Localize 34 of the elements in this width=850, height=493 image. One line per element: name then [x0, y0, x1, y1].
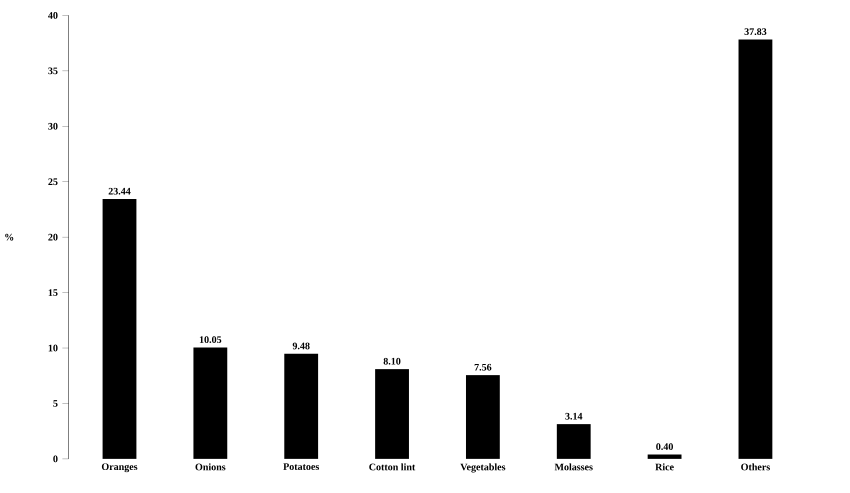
y-axis-title: % — [5, 234, 14, 240]
x-tick-label: Rice — [655, 463, 674, 470]
y-tick-label: 15 — [48, 289, 58, 296]
bar — [375, 368, 409, 459]
bar — [648, 454, 682, 459]
data-label: 37.83 — [744, 28, 766, 35]
y-tick-label: 5 — [53, 400, 58, 407]
y-tick-label: 0 — [53, 455, 58, 462]
data-label: 9.48 — [292, 342, 310, 350]
x-tick-label: Vegetables — [460, 463, 506, 472]
data-label: 23.44 — [108, 188, 131, 194]
y-tick-label: 40 — [48, 12, 58, 19]
bar — [738, 39, 772, 459]
data-label: 10.05 — [200, 336, 222, 343]
x-tick-label: Cotton lint — [369, 463, 416, 470]
x-tick-label: Molasses — [554, 463, 593, 470]
y-tick-label: 30 — [48, 122, 58, 130]
y-tick-label: 10 — [48, 344, 58, 352]
data-label: 7.56 — [474, 364, 492, 371]
data-label: 0.40 — [656, 443, 673, 450]
x-tick-label: Oranges — [102, 463, 138, 472]
y-tick-label: 35 — [48, 67, 58, 74]
x-tick-label: Potatoes — [283, 463, 320, 470]
x-tick-label: Others — [741, 463, 770, 470]
bar — [284, 354, 318, 459]
y-tick-label: 25 — [48, 178, 58, 185]
bar — [102, 198, 136, 459]
data-label: 3.14 — [565, 412, 582, 420]
bar — [556, 424, 591, 459]
data-label: 8.10 — [384, 358, 400, 365]
x-tick-label: Onions — [196, 463, 226, 470]
y-tick-label: 20 — [48, 234, 58, 240]
bar — [193, 347, 228, 459]
bar — [466, 374, 500, 459]
